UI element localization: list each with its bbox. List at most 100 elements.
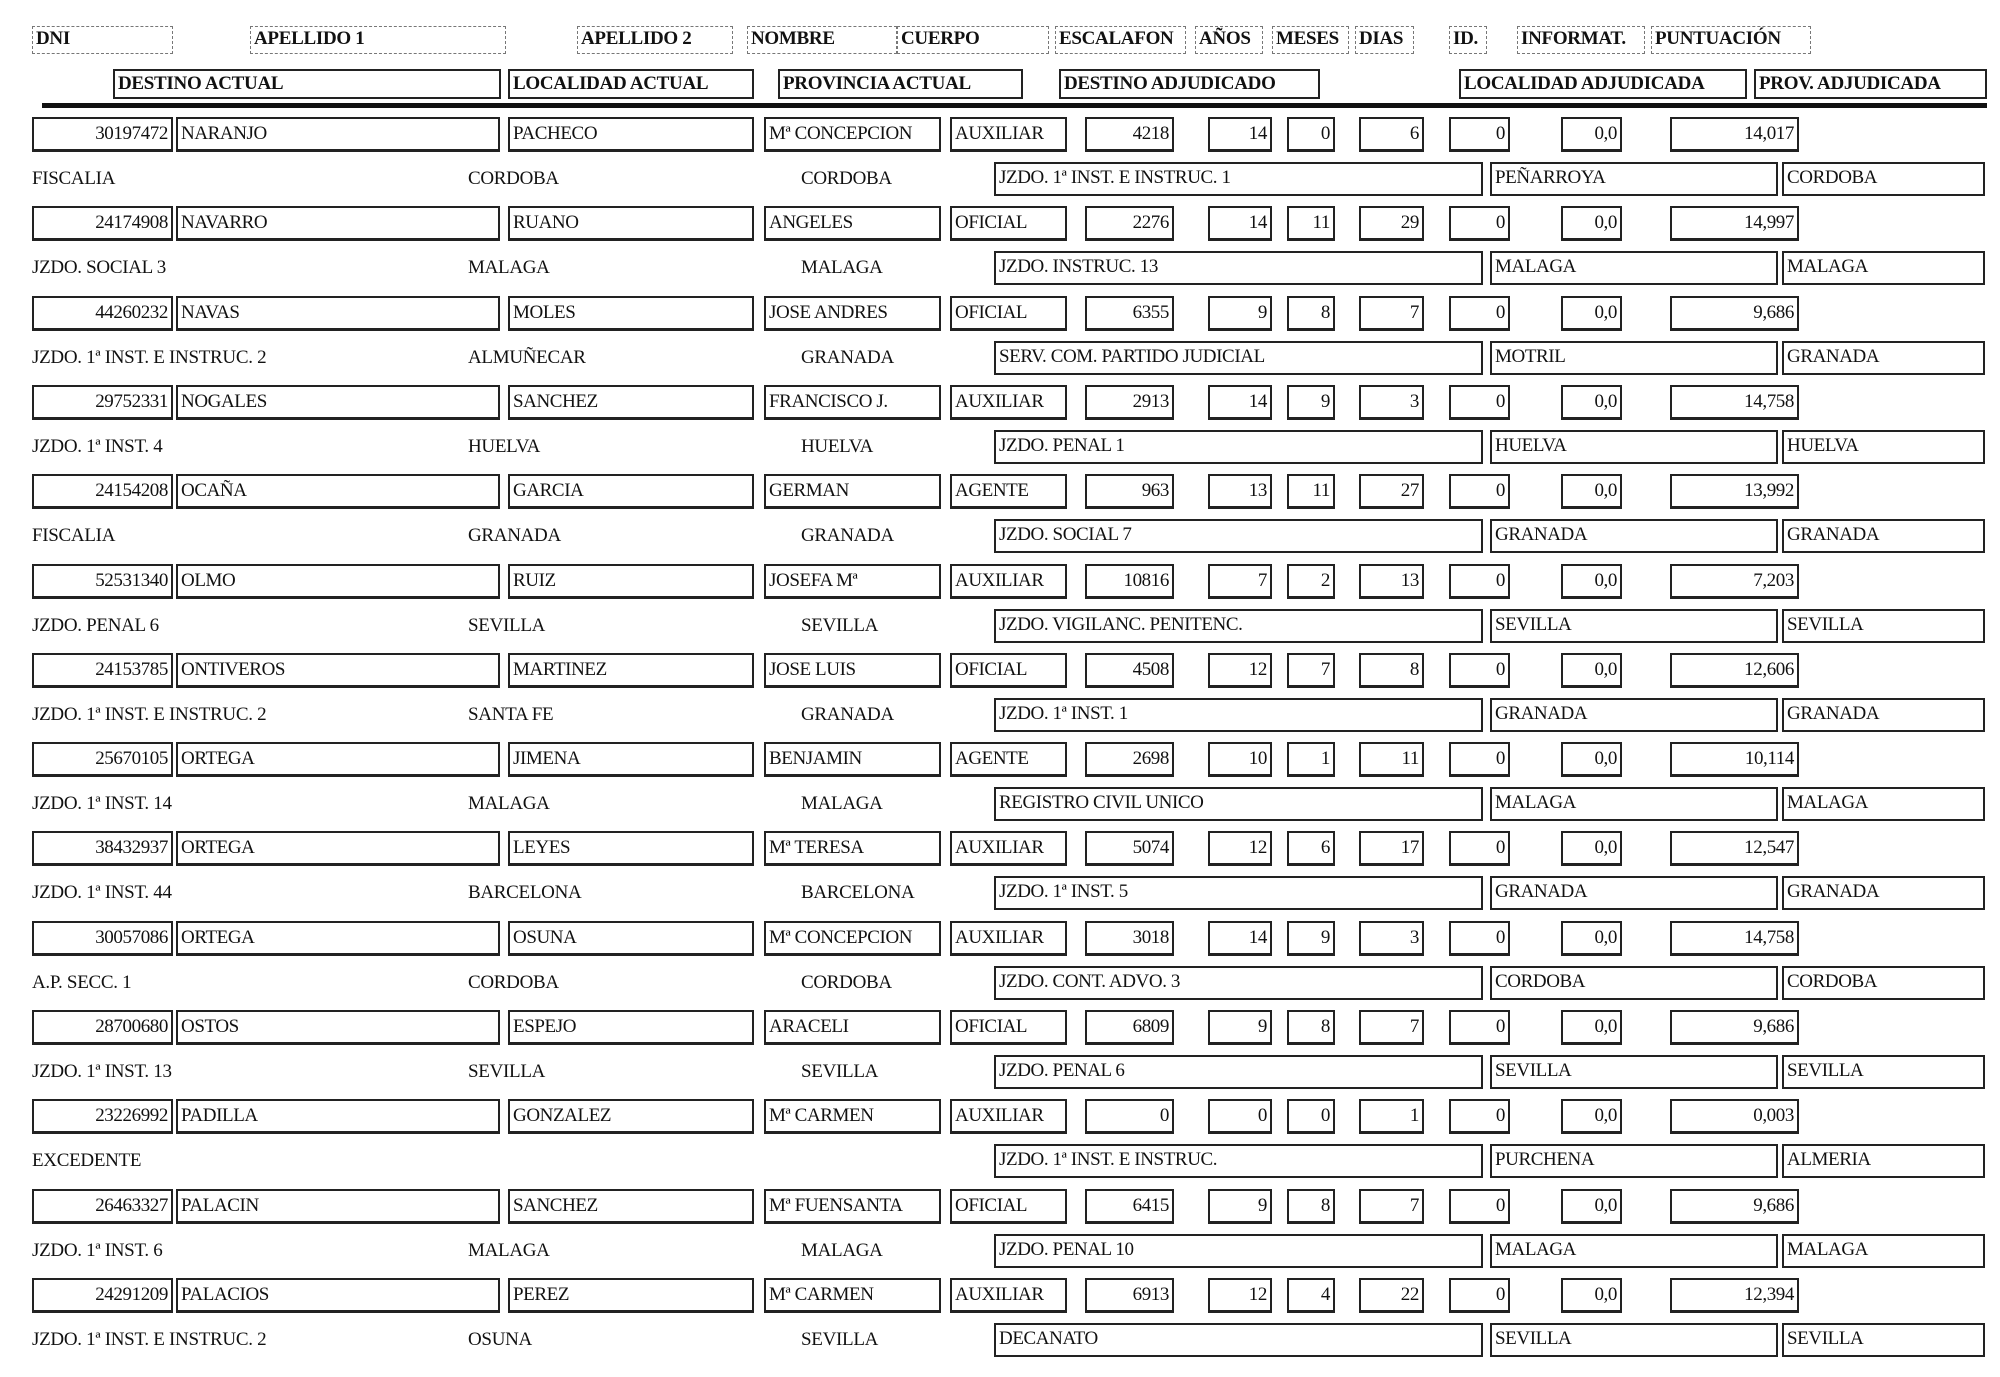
field-prov-adjudicada: ALMERIA	[1782, 1144, 1985, 1179]
field-localidad-adjudicada: HUELVA	[1490, 429, 1778, 464]
field-id: 0	[1449, 1099, 1510, 1135]
field-destino-actual: A.P. SECC. 1	[32, 971, 132, 993]
field-puntuacion: 0,003	[1670, 1099, 1799, 1135]
field-provincia-actual: MALAGA	[801, 793, 883, 815]
field-escalafon: 0	[1085, 1099, 1174, 1135]
field-meses: 11	[1287, 474, 1335, 510]
field-prov-adjudicada: GRANADA	[1782, 340, 1985, 375]
field-nombre: Mª CONCEPCION	[764, 117, 941, 152]
field-escalafon: 2913	[1085, 384, 1174, 420]
field-provincia-actual: HUELVA	[801, 435, 874, 457]
field-cuerpo: AUXILIAR	[950, 1099, 1067, 1135]
field-apellido2: OSUNA	[508, 920, 754, 956]
field-cuerpo: OFICIAL	[950, 652, 1067, 688]
field-dni: 28700680	[32, 1010, 173, 1045]
field-escalafon: 2698	[1085, 742, 1174, 778]
field-cuerpo: AGENTE	[950, 474, 1067, 510]
field-destino-actual: JZDO. 1ª INST. 44	[32, 882, 172, 904]
field-escalafon: 10816	[1085, 563, 1174, 599]
field-apellido1: NAVAS	[176, 295, 500, 331]
field-destino-adjudicado: JZDO. 1ª INST. E INSTRUC. 1	[994, 162, 1483, 196]
field-destino-actual: JZDO. 1ª INST. 14	[32, 793, 172, 815]
field-nombre: GERMAN	[764, 474, 941, 510]
field-apellido1: PALACIOS	[176, 1277, 500, 1313]
field-dias: 6	[1359, 117, 1424, 152]
field-localidad-adjudicada: MOTRIL	[1490, 340, 1778, 375]
field-puntuacion: 14,997	[1670, 206, 1799, 242]
field-localidad-actual	[468, 1146, 798, 1178]
field-destino-adjudicado: SERV. COM. PARTIDO JUDICIAL	[994, 340, 1483, 375]
field-localidad-adjudicada: MALAGA	[1490, 251, 1778, 286]
field-provincia-actual: MALAGA	[801, 1239, 883, 1261]
field-localidad-adjudicada: GRANADA	[1490, 697, 1778, 732]
field-destino-actual: EXCEDENTE	[32, 1150, 142, 1172]
field-localidad-adjudicada: SEVILLA	[1490, 608, 1778, 643]
field-nombre: ARACELI	[764, 1010, 941, 1045]
field-apellido2: GARCIA	[508, 474, 754, 510]
field-dias: 7	[1359, 1188, 1424, 1224]
field-prov-adjudicada: GRANADA	[1782, 519, 1985, 554]
field-dias: 3	[1359, 384, 1424, 420]
field-meses: 9	[1287, 384, 1335, 420]
header-provincia-actual: PROVINCIA ACTUAL	[778, 69, 1023, 99]
field-escalafon: 2276	[1085, 206, 1174, 242]
field-apellido2: ESPEJO	[508, 1010, 754, 1045]
field-destino-adjudicado: JZDO. PENAL 10	[994, 1233, 1483, 1268]
field-id: 0	[1449, 742, 1510, 778]
field-puntuacion: 13,992	[1670, 474, 1799, 510]
field-apellido2: PACHECO	[508, 117, 754, 152]
field-prov-adjudicada: MALAGA	[1782, 251, 1985, 286]
field-apellido1: PALACIN	[176, 1188, 500, 1224]
field-informat: 0,0	[1561, 1099, 1622, 1135]
field-id: 0	[1449, 831, 1510, 867]
field-dias: 8	[1359, 652, 1424, 688]
field-escalafon: 6809	[1085, 1010, 1174, 1045]
header-destino-adjudicado: DESTINO ADJUDICADO	[1059, 69, 1320, 99]
field-id: 0	[1449, 563, 1510, 599]
field-provincia-actual: SEVILLA	[801, 1061, 879, 1082]
field-localidad-adjudicada: MALAGA	[1490, 787, 1778, 822]
field-id: 0	[1449, 295, 1510, 331]
field-cuerpo: AUXILIAR	[950, 1277, 1067, 1313]
field-provincia-actual: GRANADA	[801, 346, 894, 368]
field-apellido1: OCAÑA	[176, 474, 500, 510]
field-localidad-adjudicada: SEVILLA	[1490, 1322, 1778, 1357]
field-localidad-actual: CORDOBA	[468, 971, 559, 993]
field-dni: 24174908	[32, 206, 173, 242]
header-localidad-actual: LOCALIDAD ACTUAL	[508, 69, 754, 99]
field-anos: 9	[1208, 295, 1272, 331]
field-destino-actual: FISCALIA	[32, 525, 116, 547]
field-puntuacion: 9,686	[1670, 1188, 1799, 1224]
field-escalafon: 4508	[1085, 652, 1174, 688]
field-dias: 1	[1359, 1099, 1424, 1135]
field-localidad-actual: MALAGA	[468, 793, 550, 815]
field-destino-actual: JZDO. 1ª INST. E INSTRUC. 2	[32, 346, 267, 368]
field-anos: 14	[1208, 920, 1272, 956]
field-destino-actual: JZDO. 1ª INST. 13	[32, 1061, 172, 1082]
field-puntuacion: 14,758	[1670, 384, 1799, 420]
field-anos: 14	[1208, 117, 1272, 152]
field-provincia-actual: SEVILLA	[801, 1328, 879, 1350]
field-apellido2: SANCHEZ	[508, 384, 754, 420]
field-anos: 14	[1208, 206, 1272, 242]
field-apellido2: LEYES	[508, 831, 754, 867]
field-destino-adjudicado: JZDO. 1ª INST. 1	[994, 697, 1483, 732]
field-nombre: ANGELES	[764, 206, 941, 242]
field-prov-adjudicada: SEVILLA	[1782, 1055, 1985, 1089]
field-meses: 9	[1287, 920, 1335, 956]
field-destino-adjudicado: DECANATO	[994, 1322, 1483, 1357]
field-destino-adjudicado: JZDO. 1ª INST. 5	[994, 876, 1483, 911]
field-id: 0	[1449, 920, 1510, 956]
field-informat: 0,0	[1561, 295, 1622, 331]
field-informat: 0,0	[1561, 1010, 1622, 1045]
field-cuerpo: OFICIAL	[950, 206, 1067, 242]
field-meses: 1	[1287, 742, 1335, 778]
field-localidad-adjudicada: GRANADA	[1490, 876, 1778, 911]
field-apellido2: MOLES	[508, 295, 754, 331]
field-id: 0	[1449, 474, 1510, 510]
field-dni: 38432937	[32, 831, 173, 867]
field-dias: 7	[1359, 295, 1424, 331]
field-destino-adjudicado: JZDO. SOCIAL 7	[994, 519, 1483, 554]
field-escalafon: 6355	[1085, 295, 1174, 331]
field-meses: 0	[1287, 117, 1335, 152]
